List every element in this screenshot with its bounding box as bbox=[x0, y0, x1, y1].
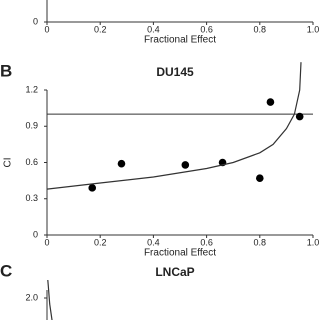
chart-title: LNCaP bbox=[155, 265, 194, 279]
chart-title: DU145 bbox=[156, 65, 194, 79]
x-tick-label: 0.4 bbox=[147, 24, 160, 34]
fit-curve bbox=[47, 279, 53, 320]
x-tick-label: 0 bbox=[44, 24, 49, 34]
x-tick-label: 0.8 bbox=[254, 24, 267, 34]
x-tick-label: 0.8 bbox=[254, 237, 267, 247]
x-axis-label: Fractional Effect bbox=[144, 248, 216, 259]
panel-label: C bbox=[0, 261, 12, 280]
x-tick-label: 0.6 bbox=[200, 24, 213, 34]
x-axis-label: Fractional Effect bbox=[144, 35, 216, 46]
data-point bbox=[181, 161, 190, 169]
x-tick-label: 0.6 bbox=[200, 237, 213, 247]
y-tick-label: 0.3 bbox=[25, 193, 38, 203]
x-tick-label: 0.4 bbox=[147, 237, 160, 247]
data-point bbox=[255, 174, 264, 183]
x-tick-label: 0.2 bbox=[94, 237, 107, 247]
y-tick-label: 2.0 bbox=[25, 292, 38, 302]
y-tick-label: 0.6 bbox=[25, 157, 38, 167]
data-point bbox=[295, 112, 304, 121]
y-tick-label: 1.2 bbox=[25, 84, 38, 94]
x-tick-label: 1.0 bbox=[307, 24, 320, 34]
data-point bbox=[117, 159, 126, 168]
data-point bbox=[266, 98, 275, 106]
y-tick-label: 0.9 bbox=[25, 121, 38, 131]
y-tick-label: 0 bbox=[33, 229, 38, 239]
x-tick-label: 0 bbox=[44, 237, 49, 247]
x-tick-label: 0.2 bbox=[94, 24, 107, 34]
y-axis-label: CI bbox=[3, 158, 14, 168]
panel-label: B bbox=[0, 61, 12, 80]
data-point bbox=[88, 184, 97, 192]
fit-curve bbox=[46, 62, 302, 190]
x-tick-label: 1.0 bbox=[307, 237, 320, 247]
y-tick-label: 0 bbox=[33, 16, 38, 26]
